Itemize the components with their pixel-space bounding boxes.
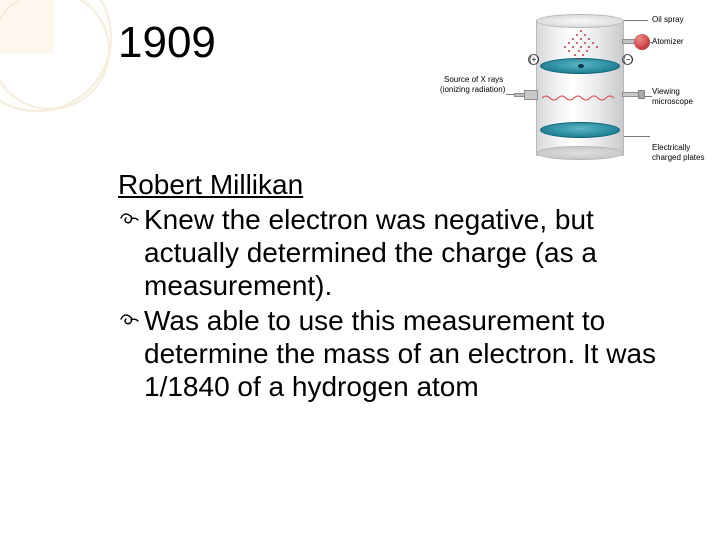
flourish-bullet-icon — [118, 203, 144, 229]
lower-plate — [540, 122, 620, 138]
label-viewing-1: Viewing — [652, 88, 680, 96]
label-plates-1: Electrically — [652, 144, 690, 152]
subheading: Robert Millikan — [118, 168, 678, 201]
label-atomizer: Atomizer — [652, 38, 684, 46]
chamber — [536, 14, 624, 160]
body-text-block: Robert Millikan Knew the electron was ne… — [118, 168, 678, 405]
label-plates-2: charged plates — [652, 154, 704, 162]
flourish-bullet-icon — [118, 304, 144, 330]
label-oil-spray: Oil spray — [652, 16, 684, 24]
oil-drop-diagram: Oil spray Atomizer Viewing microscope El… — [462, 6, 690, 178]
minus-sign: (−) — [622, 54, 633, 65]
plus-sign: (+) — [528, 54, 539, 65]
bullet-item: Knew the electron was negative, but actu… — [118, 203, 678, 302]
label-xray-2: (ionizing radiation) — [440, 86, 505, 94]
atomizer-icon — [622, 34, 652, 50]
bullet-item: Was able to use this measurement to dete… — [118, 304, 678, 403]
slide-accent-graphic — [0, 0, 120, 120]
xray-source-icon — [514, 90, 538, 100]
bullet-text: Was able to use this measurement to dete… — [144, 304, 678, 403]
microscope-icon — [622, 90, 644, 100]
label-xray-1: Source of X rays — [444, 76, 503, 84]
bullet-text: Knew the electron was negative, but actu… — [144, 203, 678, 302]
label-viewing-2: microscope — [652, 98, 693, 106]
slide-title: 1909 — [118, 18, 216, 68]
upper-plate — [540, 58, 620, 74]
